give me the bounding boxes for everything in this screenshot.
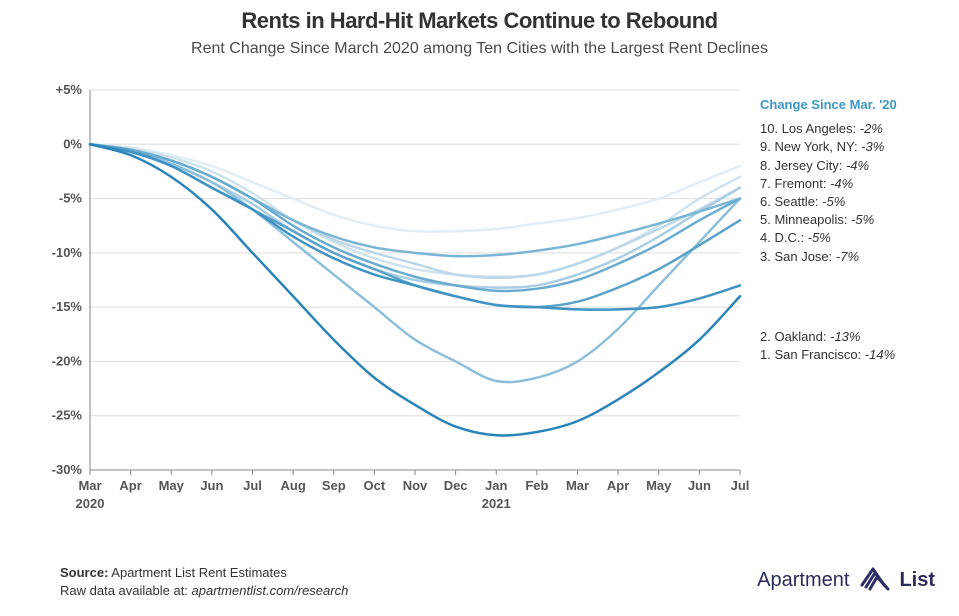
- x-year-label: 2021: [482, 496, 511, 511]
- x-tick-label: Jul: [731, 478, 750, 493]
- chart-title: Rents in Hard-Hit Markets Continue to Re…: [0, 8, 959, 34]
- chart-subtitle: Rent Change Since March 2020 among Ten C…: [0, 40, 959, 58]
- x-tick-label: Jun: [688, 478, 711, 493]
- series-jc: [90, 144, 740, 278]
- x-tick-label: Feb: [525, 478, 548, 493]
- brand-word1: Apartment: [757, 569, 849, 592]
- x-tick-label: Apr: [119, 478, 141, 493]
- x-tick-label: Mar: [78, 478, 101, 493]
- x-tick-label: Aug: [280, 478, 305, 493]
- x-tick-label: May: [646, 478, 672, 493]
- x-tick-label: Nov: [403, 478, 428, 493]
- x-tick-label: Dec: [444, 478, 468, 493]
- y-tick-label: -20%: [52, 353, 83, 368]
- series-sf: [90, 144, 740, 435]
- x-tick-label: Sep: [322, 478, 346, 493]
- line-chart: +5%0%-5%-10%-15%-20%-25%-30%Mar2020AprMa…: [50, 80, 750, 520]
- y-tick-label: -10%: [52, 245, 83, 260]
- legend-item: 9. New York, NY: -3%: [760, 138, 950, 156]
- series-sj: [90, 144, 740, 307]
- brand-word2: List: [899, 569, 935, 592]
- footer: Source: Apartment List Rent Estimates Ra…: [60, 564, 348, 600]
- legend-item: 7. Fremont: -4%: [760, 175, 950, 193]
- legend-item: 2. Oakland: -13%: [760, 328, 950, 346]
- y-tick-label: +5%: [56, 82, 83, 97]
- brand-icon: [857, 561, 891, 600]
- y-tick-label: -15%: [52, 299, 83, 314]
- x-year-label: 2020: [76, 496, 105, 511]
- x-tick-label: Apr: [607, 478, 629, 493]
- series-ny: [90, 144, 740, 276]
- y-tick-label: -30%: [52, 462, 83, 477]
- source-line: Source: Apartment List Rent Estimates: [60, 564, 348, 582]
- legend: Change Since Mar. '20 10. Los Angeles: -…: [760, 96, 950, 364]
- x-tick-label: May: [159, 478, 185, 493]
- raw-data-line: Raw data available at: apartmentlist.com…: [60, 582, 348, 600]
- legend-item: 4. D.C.: -5%: [760, 229, 950, 247]
- legend-item: 10. Los Angeles: -2%: [760, 120, 950, 138]
- legend-item: 1. San Francisco: -14%: [760, 346, 950, 364]
- x-tick-label: Jul: [243, 478, 262, 493]
- legend-item: 6. Seattle: -5%: [760, 193, 950, 211]
- x-tick-label: Jun: [200, 478, 223, 493]
- legend-item: 5. Minneapolis: -5%: [760, 211, 950, 229]
- legend-header: Change Since Mar. '20: [760, 96, 950, 114]
- y-tick-label: -25%: [52, 408, 83, 423]
- x-tick-label: Mar: [566, 478, 589, 493]
- x-tick-label: Oct: [364, 478, 386, 493]
- legend-item: 8. Jersey City: -4%: [760, 157, 950, 175]
- brand-logo: Apartment List: [757, 561, 935, 600]
- legend-item: 3. San Jose: -7%: [760, 248, 950, 266]
- y-tick-label: -5%: [59, 191, 83, 206]
- y-tick-label: 0%: [63, 136, 82, 151]
- x-tick-label: Jan: [485, 478, 507, 493]
